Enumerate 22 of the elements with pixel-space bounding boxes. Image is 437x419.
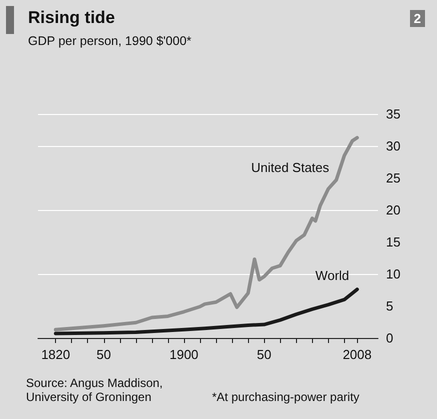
y-tick-label: 10 <box>386 266 400 282</box>
y-tick-label: 5 <box>386 298 394 314</box>
text: *At purchasing-power parity <box>212 390 360 404</box>
x-tick-label: 50 <box>96 347 111 362</box>
series-label: United States <box>251 160 330 176</box>
y-tick-label: 0 <box>386 330 394 346</box>
y-tick-label: 15 <box>386 234 400 250</box>
line-series <box>54 136 359 332</box>
y-tick-label: 30 <box>386 138 400 154</box>
y-tick-label: 20 <box>386 202 400 218</box>
line-series <box>54 288 359 336</box>
chart-title: Rising tide <box>28 8 115 28</box>
chart-subtitle: GDP per person, 1990 $'000* <box>28 34 192 48</box>
x-tick-label: 1820 <box>41 347 70 362</box>
series-label: World <box>315 268 350 283</box>
x-tick-label: 50 <box>256 347 272 362</box>
y-tick-label: 25 <box>386 170 400 186</box>
y-tick-label: 35 <box>386 106 400 122</box>
x-tick-label: 1900 <box>169 347 198 362</box>
text: 2 <box>410 10 425 27</box>
source-note: Source: Angus Maddison, University of Groningen <box>26 376 163 404</box>
x-tick-label: 2008 <box>342 347 372 362</box>
